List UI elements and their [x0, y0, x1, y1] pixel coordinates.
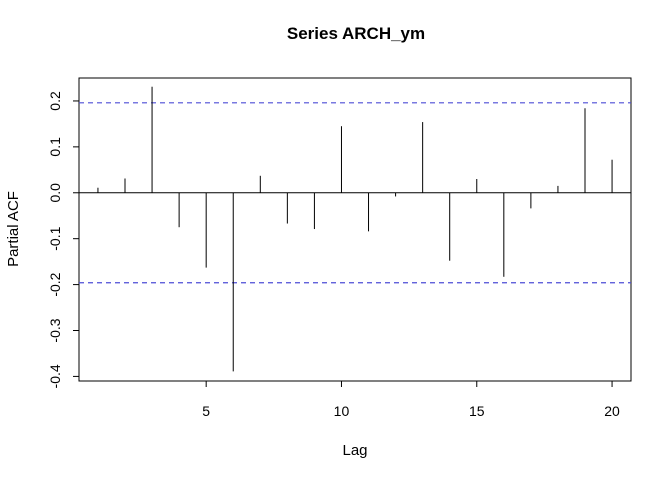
chart-title: Series ARCH_ym	[287, 24, 425, 43]
y-tick-label: 0.0	[47, 183, 63, 203]
y-tick-label: -0.3	[47, 318, 63, 342]
y-axis: -0.4 -0.3 -0.2 -0.1 0.0 0.1 0.2	[47, 91, 79, 388]
x-tick-label: 15	[469, 403, 485, 419]
plot-frame	[78, 77, 632, 382]
x-axis: 5 10 15 20	[202, 380, 620, 419]
x-tick-label: 10	[334, 403, 350, 419]
x-axis-label: Lag	[342, 442, 367, 459]
y-tick-label: -0.4	[47, 364, 63, 388]
y-tick-label: 0.1	[47, 137, 63, 157]
y-tick-label: 0.2	[47, 91, 63, 111]
y-tick-label: -0.1	[47, 226, 63, 250]
x-tick-label: 5	[202, 403, 210, 419]
y-tick-label: -0.2	[47, 272, 63, 296]
pacf-spikes	[97, 86, 613, 372]
x-tick-label: 20	[604, 403, 620, 419]
y-axis-label: Partial ACF	[5, 191, 22, 267]
